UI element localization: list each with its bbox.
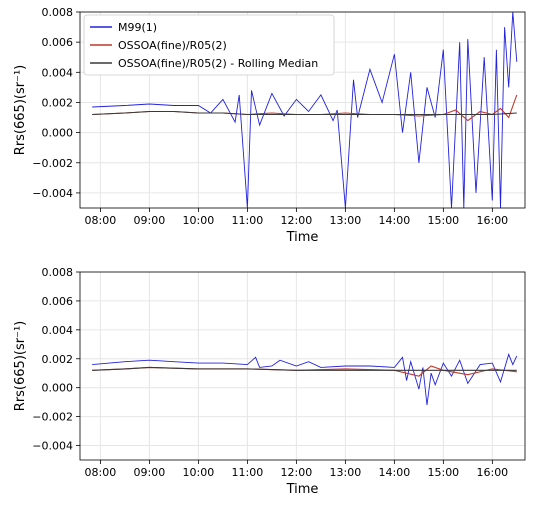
y-tick-label: 0.002: [42, 96, 74, 109]
y-tick-label: 0.006: [42, 295, 74, 308]
x-tick-label: 08:00: [85, 466, 117, 479]
legend: M99(1) OSSOA(fine)/R05(2) OSSOA(fine)/R05(…: [83, 14, 335, 76]
y-tick-label: 0.002: [42, 353, 74, 366]
y-tick-label: 0.008: [42, 266, 74, 279]
x-tick-label: 13:00: [330, 214, 362, 227]
chart-panel-1: 08:00 09:00 10:00 11:00 12:00 13:00 14:00 15:00…: [13, 6, 526, 245]
x-tick-label: 12:00: [281, 214, 313, 227]
x-tick-label: 09:00: [134, 214, 166, 227]
series-line-1: [92, 353, 518, 406]
legend-label-3: OSSOA(fine)/R05(2) - Rolling Median: [118, 57, 318, 70]
chart-panel-2: 08:00 09:00 10:00 11:00 12:00 13:00 14:00 15:00…: [13, 266, 526, 497]
x-tick-label: 08:00: [85, 214, 117, 227]
x-tick-label: 11:00: [232, 466, 264, 479]
x-tick-label: 10:00: [183, 214, 215, 227]
series-line-3: [92, 366, 517, 371]
y-tick-label: −0.004: [32, 440, 73, 453]
x-tick-label: 13:00: [330, 466, 362, 479]
series-group: [92, 353, 518, 406]
x-tick-label: 09:00: [134, 466, 166, 479]
x-axis-label: Time: [286, 482, 319, 497]
plot-frame: [79, 271, 526, 461]
x-tick-label: 16:00: [476, 214, 508, 227]
legend-label-1: M99(1): [118, 21, 157, 34]
y-axis-label: Rrs(665)(sr⁻¹): [13, 321, 28, 411]
x-tick-label: 14:00: [379, 214, 411, 227]
y-tick-label: −0.002: [32, 157, 73, 170]
x-tick-label: 15:00: [427, 466, 459, 479]
plot-frame: [79, 11, 526, 209]
y-tick-label: −0.002: [32, 411, 73, 424]
y-tick-label: 0.004: [42, 66, 74, 79]
y-axis-label: Rrs(665)(sr⁻¹): [13, 65, 28, 155]
series-line-3: [92, 110, 517, 116]
y-tick-label: 0.000: [42, 127, 74, 140]
x-tick-label: 16:00: [476, 466, 508, 479]
x-axis-label: Time: [286, 230, 319, 245]
y-tick-label: 0.006: [42, 36, 74, 49]
y-tick-label: 0.008: [42, 6, 74, 19]
x-tick-label: 11:00: [232, 214, 264, 227]
series-group: [92, 12, 518, 208]
y-tick-label: −0.004: [32, 187, 73, 200]
series-line-1: [92, 12, 518, 208]
x-tick-label: 14:00: [379, 466, 411, 479]
x-tick-label: 10:00: [183, 466, 215, 479]
x-tick-label: 12:00: [281, 466, 313, 479]
y-tick-label: 0.004: [42, 324, 74, 337]
x-tick-label: 15:00: [427, 214, 459, 227]
legend-label-2: OSSOA(fine)/R05(2): [118, 39, 227, 52]
legend-box: [83, 14, 335, 76]
y-tick-label: 0.000: [42, 382, 74, 395]
